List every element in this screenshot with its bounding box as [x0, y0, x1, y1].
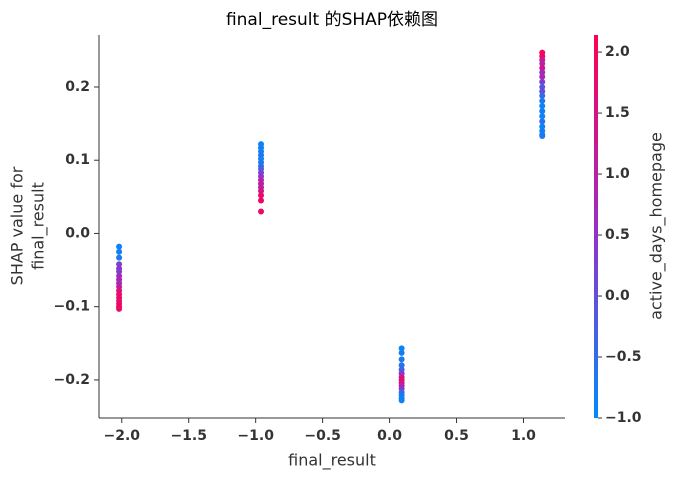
point	[258, 208, 265, 215]
point	[116, 248, 123, 255]
point	[539, 133, 546, 140]
point	[539, 103, 546, 110]
point	[258, 197, 265, 204]
colorbar-tick-label: −0.5	[605, 349, 642, 365]
point	[116, 268, 123, 275]
x-tick-label: −1.5	[170, 428, 207, 444]
point	[116, 305, 123, 312]
y-tick-label: 0.2	[65, 79, 90, 95]
colorbar	[594, 35, 598, 418]
colorbar-tick-label: 1.0	[605, 166, 630, 182]
point	[539, 83, 546, 90]
point	[539, 97, 546, 104]
point	[539, 113, 546, 120]
point	[539, 118, 546, 125]
x-tick-label: −2.0	[103, 428, 140, 444]
point	[539, 78, 546, 85]
point	[539, 88, 546, 95]
point	[539, 64, 546, 71]
colorbar-label: active_days_homepage	[647, 132, 667, 320]
point	[539, 60, 546, 67]
colorbar-tick-label: 0.0	[605, 288, 630, 304]
x-tick-label: −0.5	[304, 428, 341, 444]
y-tick-label: 0.1	[65, 152, 90, 168]
x-tick-label: −1.0	[237, 428, 274, 444]
point	[116, 254, 123, 261]
point	[539, 92, 546, 99]
point	[539, 73, 546, 80]
point	[398, 397, 405, 404]
point	[258, 192, 265, 199]
colorbar-tick-label: 0.5	[605, 227, 630, 243]
x-tick-label: 1.0	[511, 428, 536, 444]
x-tick-label: 0.5	[444, 428, 469, 444]
y-axis-label: final_result	[29, 182, 49, 270]
y-tick-label: −0.1	[53, 299, 90, 315]
x-tick-label: 0.0	[377, 428, 402, 444]
point	[398, 356, 405, 363]
colorbar-tick-label: 1.5	[605, 105, 630, 121]
point	[539, 123, 546, 130]
y-tick-label: 0.0	[65, 225, 90, 241]
y-tick-label: −0.2	[53, 372, 90, 388]
point	[116, 261, 123, 268]
chart-title: final_result 的SHAP依赖图	[226, 10, 438, 30]
colorbar-tick-label: 2.0	[605, 44, 630, 60]
x-axis-label: final_result	[288, 451, 376, 471]
point	[539, 69, 546, 76]
point	[539, 108, 546, 115]
colorbar-tick-label: −1.0	[605, 410, 642, 426]
point	[398, 362, 405, 369]
y-axis-label: SHAP value for	[8, 166, 27, 285]
point	[398, 345, 405, 352]
point	[116, 243, 123, 250]
point	[258, 187, 265, 194]
point	[398, 349, 405, 356]
